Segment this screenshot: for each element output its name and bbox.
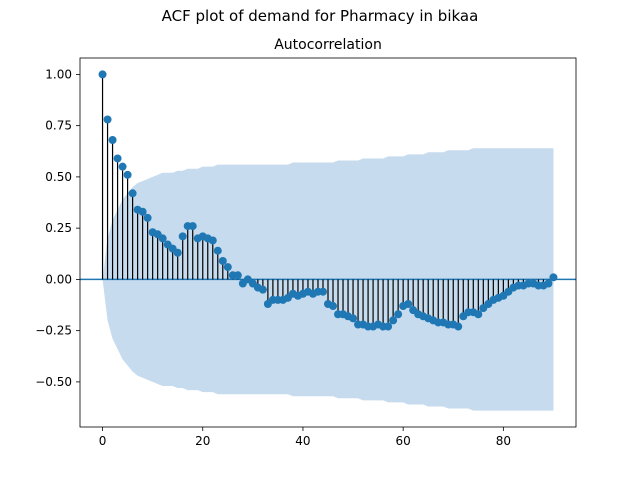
y-tick-label: 0.25 <box>45 221 72 235</box>
acf-point <box>158 234 167 243</box>
stems <box>101 74 555 327</box>
x-tick-label: 0 <box>99 434 107 448</box>
acf-point <box>233 271 242 280</box>
acf-point <box>544 279 553 288</box>
y-tick-label: −0.25 <box>35 324 72 338</box>
acf-point <box>213 246 222 255</box>
acf-point <box>223 263 232 272</box>
acf-point <box>108 136 117 144</box>
y-tick-label: 0.50 <box>45 170 72 184</box>
acf-point <box>113 154 122 163</box>
acf-point <box>208 236 217 245</box>
acf-point <box>173 248 182 257</box>
acf-point <box>454 322 463 331</box>
acf-point <box>218 256 227 265</box>
acf-point <box>349 314 358 323</box>
acf-point <box>118 162 127 171</box>
acf-point <box>188 222 197 231</box>
figure-suptitle: ACF plot of demand for Pharmacy in bikaa <box>162 7 479 25</box>
acf-point <box>178 232 187 241</box>
x-tick-label: 40 <box>295 434 310 448</box>
acf-point <box>128 189 137 198</box>
acf-point <box>138 207 147 216</box>
y-tick-label: 0.75 <box>45 119 72 133</box>
axes: 0 20 40 60 80 −0.50 −0.25 0.00 0.25 0.50 0.75 1.00 <box>35 57 577 448</box>
acf-point <box>389 316 398 325</box>
acf-point <box>394 310 403 319</box>
acf-point <box>384 322 393 331</box>
y-tick-label: 1.00 <box>45 67 72 81</box>
acf-point <box>404 300 413 308</box>
chart-title: Autocorrelation <box>274 37 382 53</box>
axes-frame <box>79 57 577 428</box>
acf-point <box>329 302 338 311</box>
acf-point <box>258 285 267 294</box>
y-tick-label: −0.50 <box>35 375 72 389</box>
x-tick-label: 20 <box>195 434 210 448</box>
acf-point <box>318 287 327 296</box>
acf-point <box>474 310 483 319</box>
x-tick-label: 80 <box>496 434 511 448</box>
acf-point <box>98 70 107 79</box>
y-tick-label: 0.00 <box>45 272 72 286</box>
acf-point <box>143 213 152 222</box>
acf-point <box>103 115 112 124</box>
markers <box>98 70 558 331</box>
acf-point <box>123 170 132 179</box>
x-tick-label: 60 <box>396 434 411 448</box>
acf-point <box>549 273 558 282</box>
